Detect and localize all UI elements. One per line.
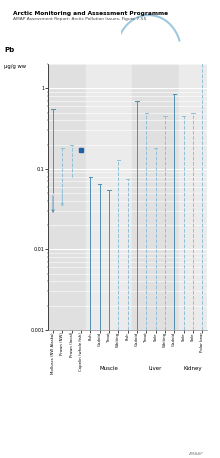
Bar [86,64,132,330]
Text: Sole: Sole [191,332,195,341]
Text: Fish: Fish [126,332,130,340]
Text: Muscle: Muscle [99,366,118,371]
Text: Whiting: Whiting [116,332,120,347]
Text: Gadoid: Gadoid [98,332,102,346]
Text: Gadoid: Gadoid [135,332,139,346]
Text: Prawn (local): Prawn (local) [70,332,74,357]
Text: Kidney: Kidney [183,366,202,371]
Text: Liver: Liver [149,366,162,371]
Text: Polar bear: Polar bear [200,332,204,352]
Text: Trout: Trout [107,332,111,342]
Text: Pb: Pb [4,48,14,54]
Text: Prawn (NW): Prawn (NW) [60,332,64,355]
Bar [132,64,179,330]
Text: AMAAP: AMAAP [188,452,202,456]
Bar [48,64,86,330]
Text: Trout: Trout [144,332,148,342]
Text: Gadoid: Gadoid [172,332,176,346]
Text: Sole: Sole [154,332,158,341]
Text: Capelin (whole fish): Capelin (whole fish) [79,332,83,371]
Text: Arctic Monitoring and Assessment Programme: Arctic Monitoring and Assessment Program… [13,11,168,16]
Text: Molluscs (NW Alaska): Molluscs (NW Alaska) [51,332,55,374]
Text: AMAP Assessment Report: Arctic Pollution Issues, Figure 7-55: AMAP Assessment Report: Arctic Pollution… [13,17,147,21]
Text: Sole: Sole [182,332,185,341]
Text: Whiting: Whiting [163,332,167,347]
Text: Fish: Fish [88,332,92,340]
Text: µg/g ww: µg/g ww [4,64,26,69]
Bar [179,64,207,330]
